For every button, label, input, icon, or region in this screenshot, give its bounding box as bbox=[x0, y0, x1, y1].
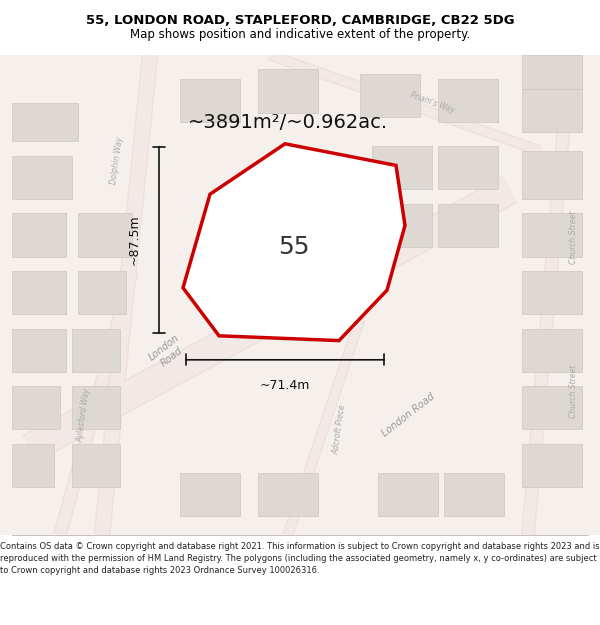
Polygon shape bbox=[12, 213, 66, 257]
Text: ~87.5m: ~87.5m bbox=[128, 214, 141, 265]
Polygon shape bbox=[12, 329, 66, 372]
Text: Church Street: Church Street bbox=[569, 211, 577, 264]
Polygon shape bbox=[522, 329, 582, 372]
Polygon shape bbox=[522, 213, 582, 257]
Text: ~3891m²/~0.962ac.: ~3891m²/~0.962ac. bbox=[188, 112, 388, 132]
Polygon shape bbox=[12, 156, 72, 199]
Polygon shape bbox=[78, 271, 126, 314]
Polygon shape bbox=[0, 55, 600, 535]
Polygon shape bbox=[522, 271, 582, 314]
Text: Dolphin Way: Dolphin Way bbox=[109, 136, 125, 185]
Text: London Road: London Road bbox=[380, 391, 436, 439]
Text: Contains OS data © Crown copyright and database right 2021. This information is : Contains OS data © Crown copyright and d… bbox=[0, 542, 600, 575]
Polygon shape bbox=[522, 55, 582, 89]
Polygon shape bbox=[72, 386, 120, 429]
Text: Map shows position and indicative extent of the property.: Map shows position and indicative extent… bbox=[130, 28, 470, 41]
Polygon shape bbox=[12, 386, 60, 429]
Text: Adcroft Piece: Adcroft Piece bbox=[331, 404, 347, 455]
Polygon shape bbox=[438, 146, 498, 189]
Polygon shape bbox=[360, 74, 420, 118]
Polygon shape bbox=[378, 472, 438, 516]
Polygon shape bbox=[522, 89, 582, 132]
Text: 55, LONDON ROAD, STAPLEFORD, CAMBRIDGE, CB22 5DG: 55, LONDON ROAD, STAPLEFORD, CAMBRIDGE, … bbox=[86, 14, 514, 27]
Text: 55: 55 bbox=[278, 235, 310, 259]
Polygon shape bbox=[258, 472, 318, 516]
Polygon shape bbox=[12, 271, 66, 314]
Polygon shape bbox=[438, 79, 498, 122]
Polygon shape bbox=[78, 213, 132, 257]
Polygon shape bbox=[522, 386, 582, 429]
Polygon shape bbox=[180, 472, 240, 516]
Polygon shape bbox=[522, 444, 582, 487]
Polygon shape bbox=[372, 146, 432, 189]
Text: Priam's Way: Priam's Way bbox=[409, 91, 455, 115]
Polygon shape bbox=[258, 69, 318, 112]
Polygon shape bbox=[522, 151, 582, 199]
Polygon shape bbox=[180, 79, 240, 122]
Text: Aylesford Way: Aylesford Way bbox=[76, 388, 92, 442]
Polygon shape bbox=[72, 329, 120, 372]
Polygon shape bbox=[183, 144, 405, 341]
Text: London
Road: London Road bbox=[147, 333, 189, 372]
Polygon shape bbox=[438, 204, 498, 247]
Polygon shape bbox=[12, 103, 78, 141]
Polygon shape bbox=[72, 444, 120, 487]
Polygon shape bbox=[372, 204, 432, 247]
Text: ~71.4m: ~71.4m bbox=[260, 379, 310, 392]
Text: Church Street: Church Street bbox=[569, 364, 577, 418]
Polygon shape bbox=[444, 472, 504, 516]
Polygon shape bbox=[12, 444, 54, 487]
